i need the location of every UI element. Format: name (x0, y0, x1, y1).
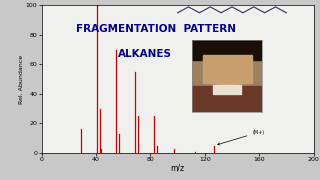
Bar (203, 55, 252, 83)
Bar (217, 78, 238, 91)
Bar (192, 40, 262, 60)
Text: ALKANES: ALKANES (118, 49, 172, 59)
X-axis label: m/z: m/z (171, 164, 185, 173)
Y-axis label: Rel. Abundance: Rel. Abundance (20, 55, 24, 104)
Bar (213, 85, 241, 94)
Text: (M+): (M+) (218, 130, 265, 145)
Text: FRAGMENTATION  PATTERN: FRAGMENTATION PATTERN (76, 24, 236, 34)
Bar (192, 86, 262, 112)
